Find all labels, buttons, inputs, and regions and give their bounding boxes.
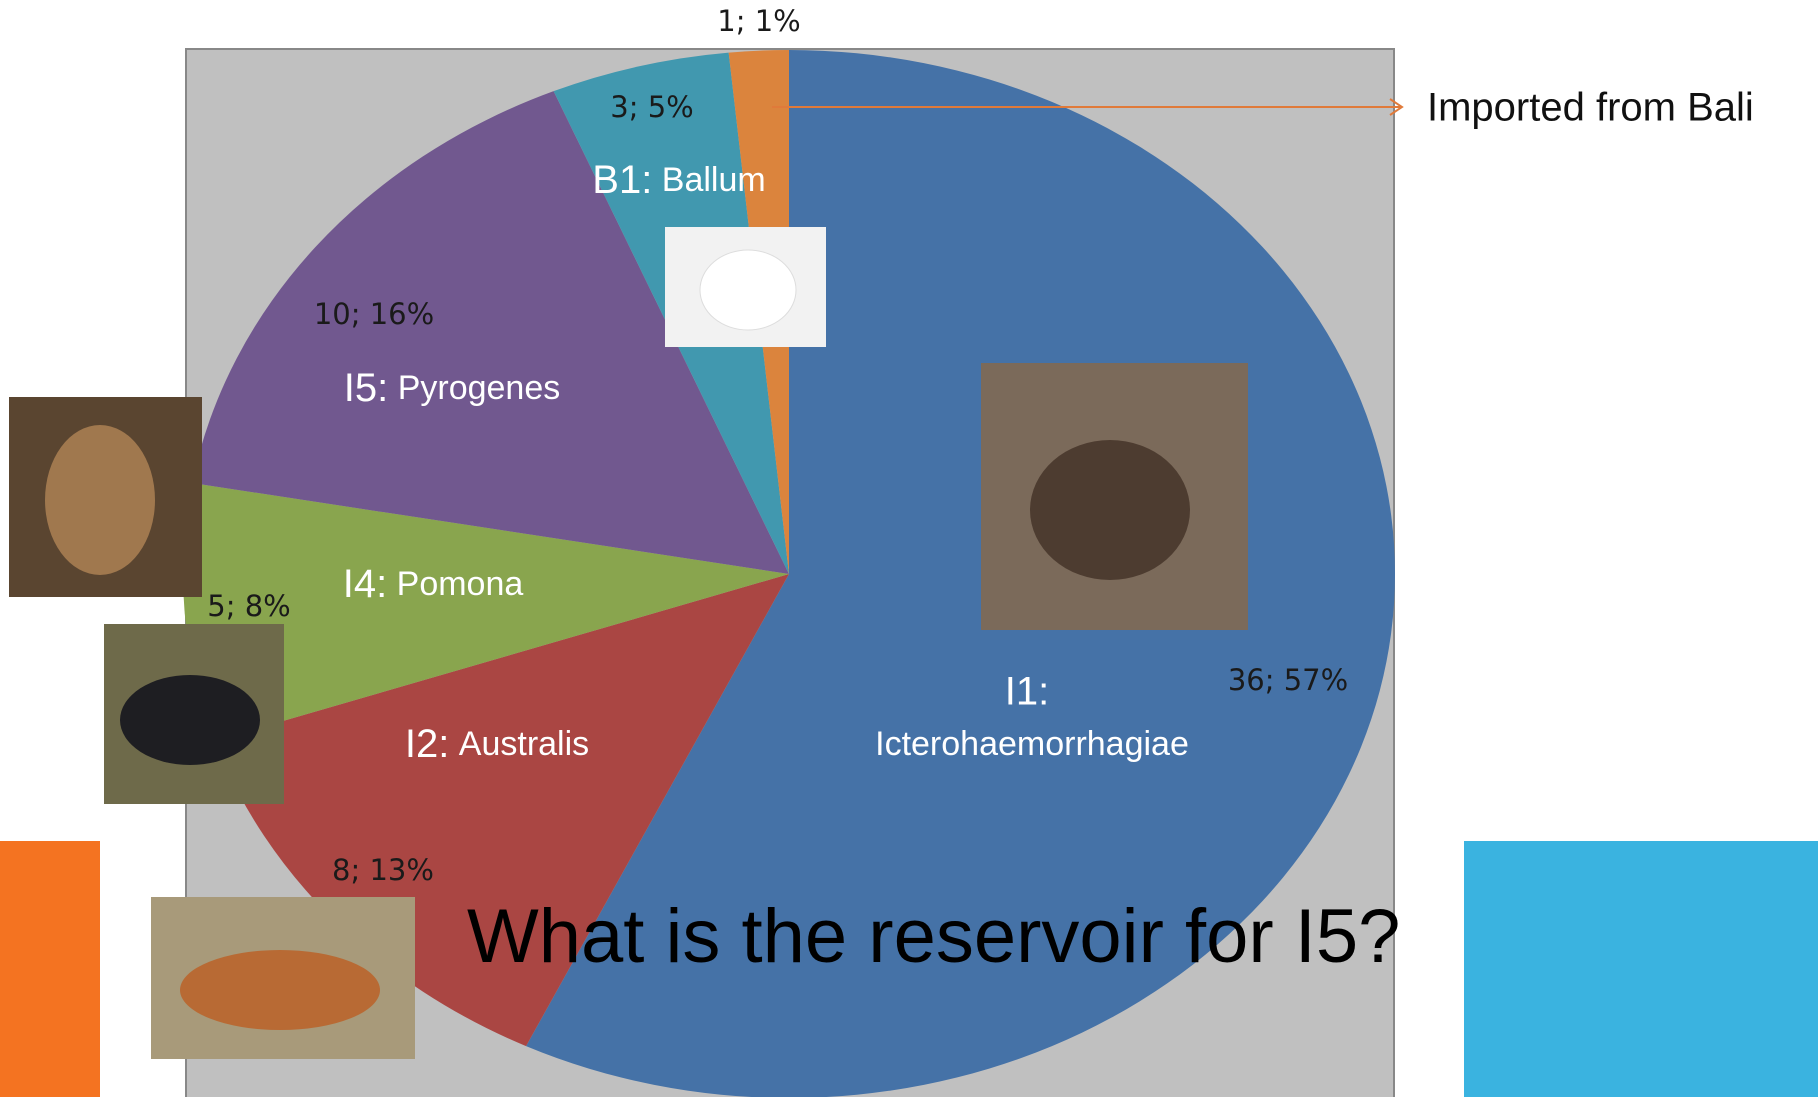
category-label: Icterohaemorrhagiae [875,725,1189,763]
category-label: I5: Pyrogenes [344,366,560,410]
photo [120,675,260,765]
data-label: 36; 57% [1228,663,1348,697]
photo [700,250,796,330]
category-code: I1: [1005,670,1049,714]
category-name: Pomona [397,565,524,603]
title: What is the reservoir for I5? [467,894,1400,979]
data-label: 10; 16% [314,297,434,331]
category-code: I4: [343,562,387,606]
accent-block [0,841,100,1097]
category-name: Pyrogenes [398,369,561,407]
category-label: I4: Pomona [343,562,524,606]
category-code: I5: [344,366,388,410]
data-label: 8; 13% [332,853,434,887]
data-label: 5; 8% [207,589,290,623]
photo [1030,440,1190,580]
category-label: I2: Australis [405,722,589,766]
category-code: B1: [592,158,652,202]
photo [180,950,380,1030]
annotation: Imported from Bali [1427,86,1754,130]
photo [45,425,155,575]
category-label: B1: Ballum [592,158,765,202]
slide: Imported from Bali 36; 57% 8; 13% 5; 8% 10;… [0,0,1818,1097]
accent-block [1464,841,1818,1097]
data-label: 1; 1% [717,4,800,38]
category-name: Ballum [662,161,766,199]
data-label: 3; 5% [610,90,693,124]
category-name: Australis [459,725,589,763]
category-code: I2: [405,722,449,766]
